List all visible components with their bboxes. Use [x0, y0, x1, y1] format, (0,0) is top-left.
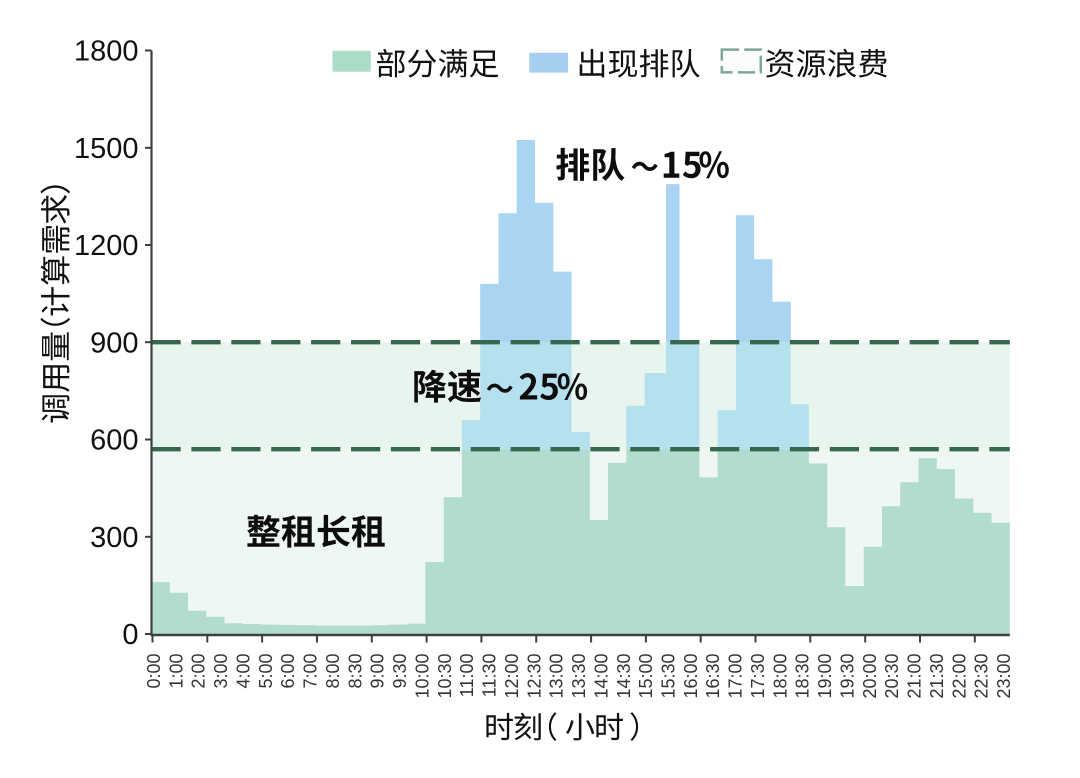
svg-text:17:30: 17:30	[748, 654, 768, 699]
svg-text:1200: 1200	[74, 230, 139, 262]
svg-text:2:00: 2:00	[189, 654, 209, 689]
svg-text:7:00: 7:00	[301, 654, 321, 689]
svg-text:23:00: 23:00	[994, 654, 1014, 699]
svg-text:19:00: 19:00	[815, 654, 835, 699]
svg-text:10:30: 10:30	[435, 654, 455, 699]
svg-text:21:30: 21:30	[927, 654, 947, 699]
svg-text:18:30: 18:30	[793, 654, 813, 699]
svg-text:17:00: 17:00	[726, 654, 746, 699]
svg-text:900: 900	[90, 327, 138, 359]
svg-text:0: 0	[122, 619, 138, 651]
svg-text:22:30: 22:30	[972, 654, 992, 699]
svg-text:11:00: 11:00	[457, 654, 477, 698]
svg-text:8:30: 8:30	[345, 654, 365, 689]
svg-text:16:00: 16:00	[681, 654, 701, 699]
svg-text:8:00: 8:00	[323, 654, 343, 689]
svg-text:1500: 1500	[74, 133, 139, 165]
svg-text:18:00: 18:00	[770, 654, 790, 699]
svg-text:12:30: 12:30	[524, 654, 544, 699]
svg-text:13:30: 13:30	[569, 654, 589, 699]
svg-text:1800: 1800	[74, 36, 139, 68]
svg-text:11:30: 11:30	[480, 654, 500, 698]
svg-text:14:00: 14:00	[591, 654, 611, 699]
svg-text:14:30: 14:30	[614, 654, 634, 699]
svg-text:6:00: 6:00	[278, 654, 298, 689]
svg-text:10:00: 10:00	[412, 654, 432, 699]
svg-text:9:30: 9:30	[390, 654, 410, 689]
svg-text:20:00: 20:00	[860, 654, 880, 699]
svg-text:16:30: 16:30	[703, 654, 723, 699]
svg-text:19:30: 19:30	[838, 654, 858, 699]
svg-text:12:00: 12:00	[502, 654, 522, 699]
svg-text:15:00: 15:00	[636, 654, 656, 699]
svg-text:600: 600	[90, 425, 138, 457]
svg-text:13:00: 13:00	[547, 654, 567, 699]
svg-text:4:00: 4:00	[234, 654, 254, 689]
svg-text:3:00: 3:00	[211, 654, 231, 689]
svg-text:15:30: 15:30	[659, 654, 679, 699]
svg-text:300: 300	[90, 522, 138, 554]
svg-text:22:00: 22:00	[949, 654, 969, 699]
svg-text:0:00: 0:00	[144, 654, 164, 689]
svg-text:1:00: 1:00	[166, 654, 186, 689]
svg-text:9:00: 9:00	[368, 654, 388, 689]
svg-text:21:00: 21:00	[905, 654, 925, 699]
svg-text:5:00: 5:00	[256, 654, 276, 689]
svg-text:20:30: 20:30	[882, 654, 902, 699]
